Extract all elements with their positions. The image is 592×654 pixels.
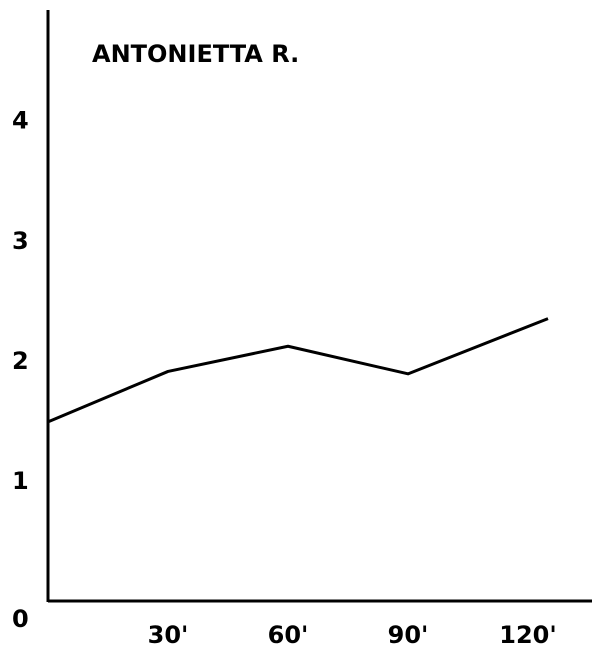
y-tick-label: 2 <box>12 347 29 375</box>
y-tick-label: 1 <box>12 467 29 495</box>
x-tick-label: 120' <box>499 621 556 649</box>
y-tick-label: 3 <box>12 227 29 255</box>
y-tick-label: 0 <box>12 605 29 633</box>
x-tick-label: 60' <box>268 621 309 649</box>
x-tick-label: 30' <box>148 621 189 649</box>
chart-title: ANTONIETTA R. <box>92 40 299 68</box>
line-series <box>47 317 549 424</box>
y-tick-label: 4 <box>12 107 29 135</box>
x-tick-label: 90' <box>388 621 429 649</box>
